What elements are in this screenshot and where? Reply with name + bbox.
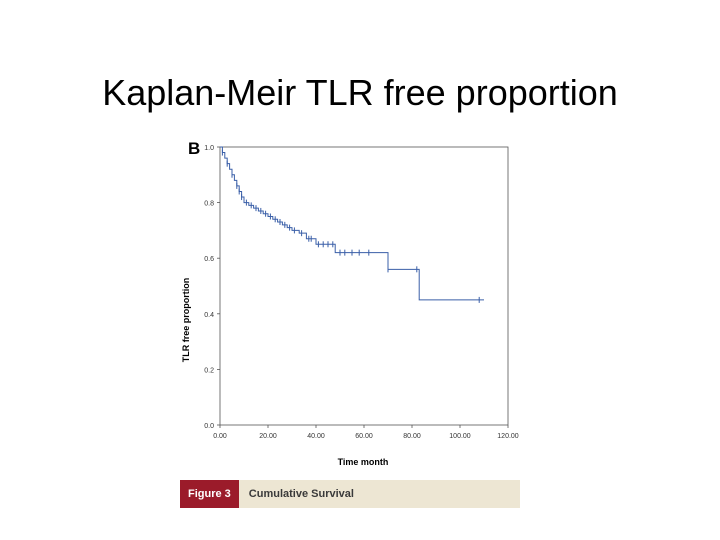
figure-caption-text: Cumulative Survival xyxy=(248,488,354,500)
y-tick-label: 0.8 xyxy=(204,201,214,208)
y-tick-label: 0.4 xyxy=(204,312,214,319)
y-tick-label: 0.2 xyxy=(204,367,214,374)
y-tick-label: 0.0 xyxy=(204,423,214,430)
x-tick-label: 0.00 xyxy=(213,433,227,440)
x-tick-label: 40.00 xyxy=(307,433,325,440)
panel-letter: B xyxy=(188,139,201,158)
x-tick-label: 120.00 xyxy=(497,433,519,440)
figure-number: Figure 3 xyxy=(180,480,239,508)
x-tick-label: 80.00 xyxy=(403,433,421,440)
slide-title: Kaplan-Meir TLR free proportion xyxy=(102,72,618,113)
x-tick-label: 20.00 xyxy=(259,433,277,440)
x-tick-label: 60.00 xyxy=(355,433,373,440)
x-tick-label: 100.00 xyxy=(449,433,471,440)
plot-frame xyxy=(219,146,509,426)
figure-caption: Figure 3 Cumulative Survival xyxy=(180,480,520,508)
y-tick-label: 0.6 xyxy=(204,256,214,263)
x-axis-label: Time month xyxy=(337,457,389,467)
km-chart: 0.0 0.2 0.4 0.6 0.8 1.0 0.00 20.00 40.00 60.00 80.… xyxy=(204,145,519,440)
km-figure: B TLR free proportion Time month 0.0 0.2 0… xyxy=(170,135,525,510)
y-tick-label: 1.0 xyxy=(204,145,214,152)
